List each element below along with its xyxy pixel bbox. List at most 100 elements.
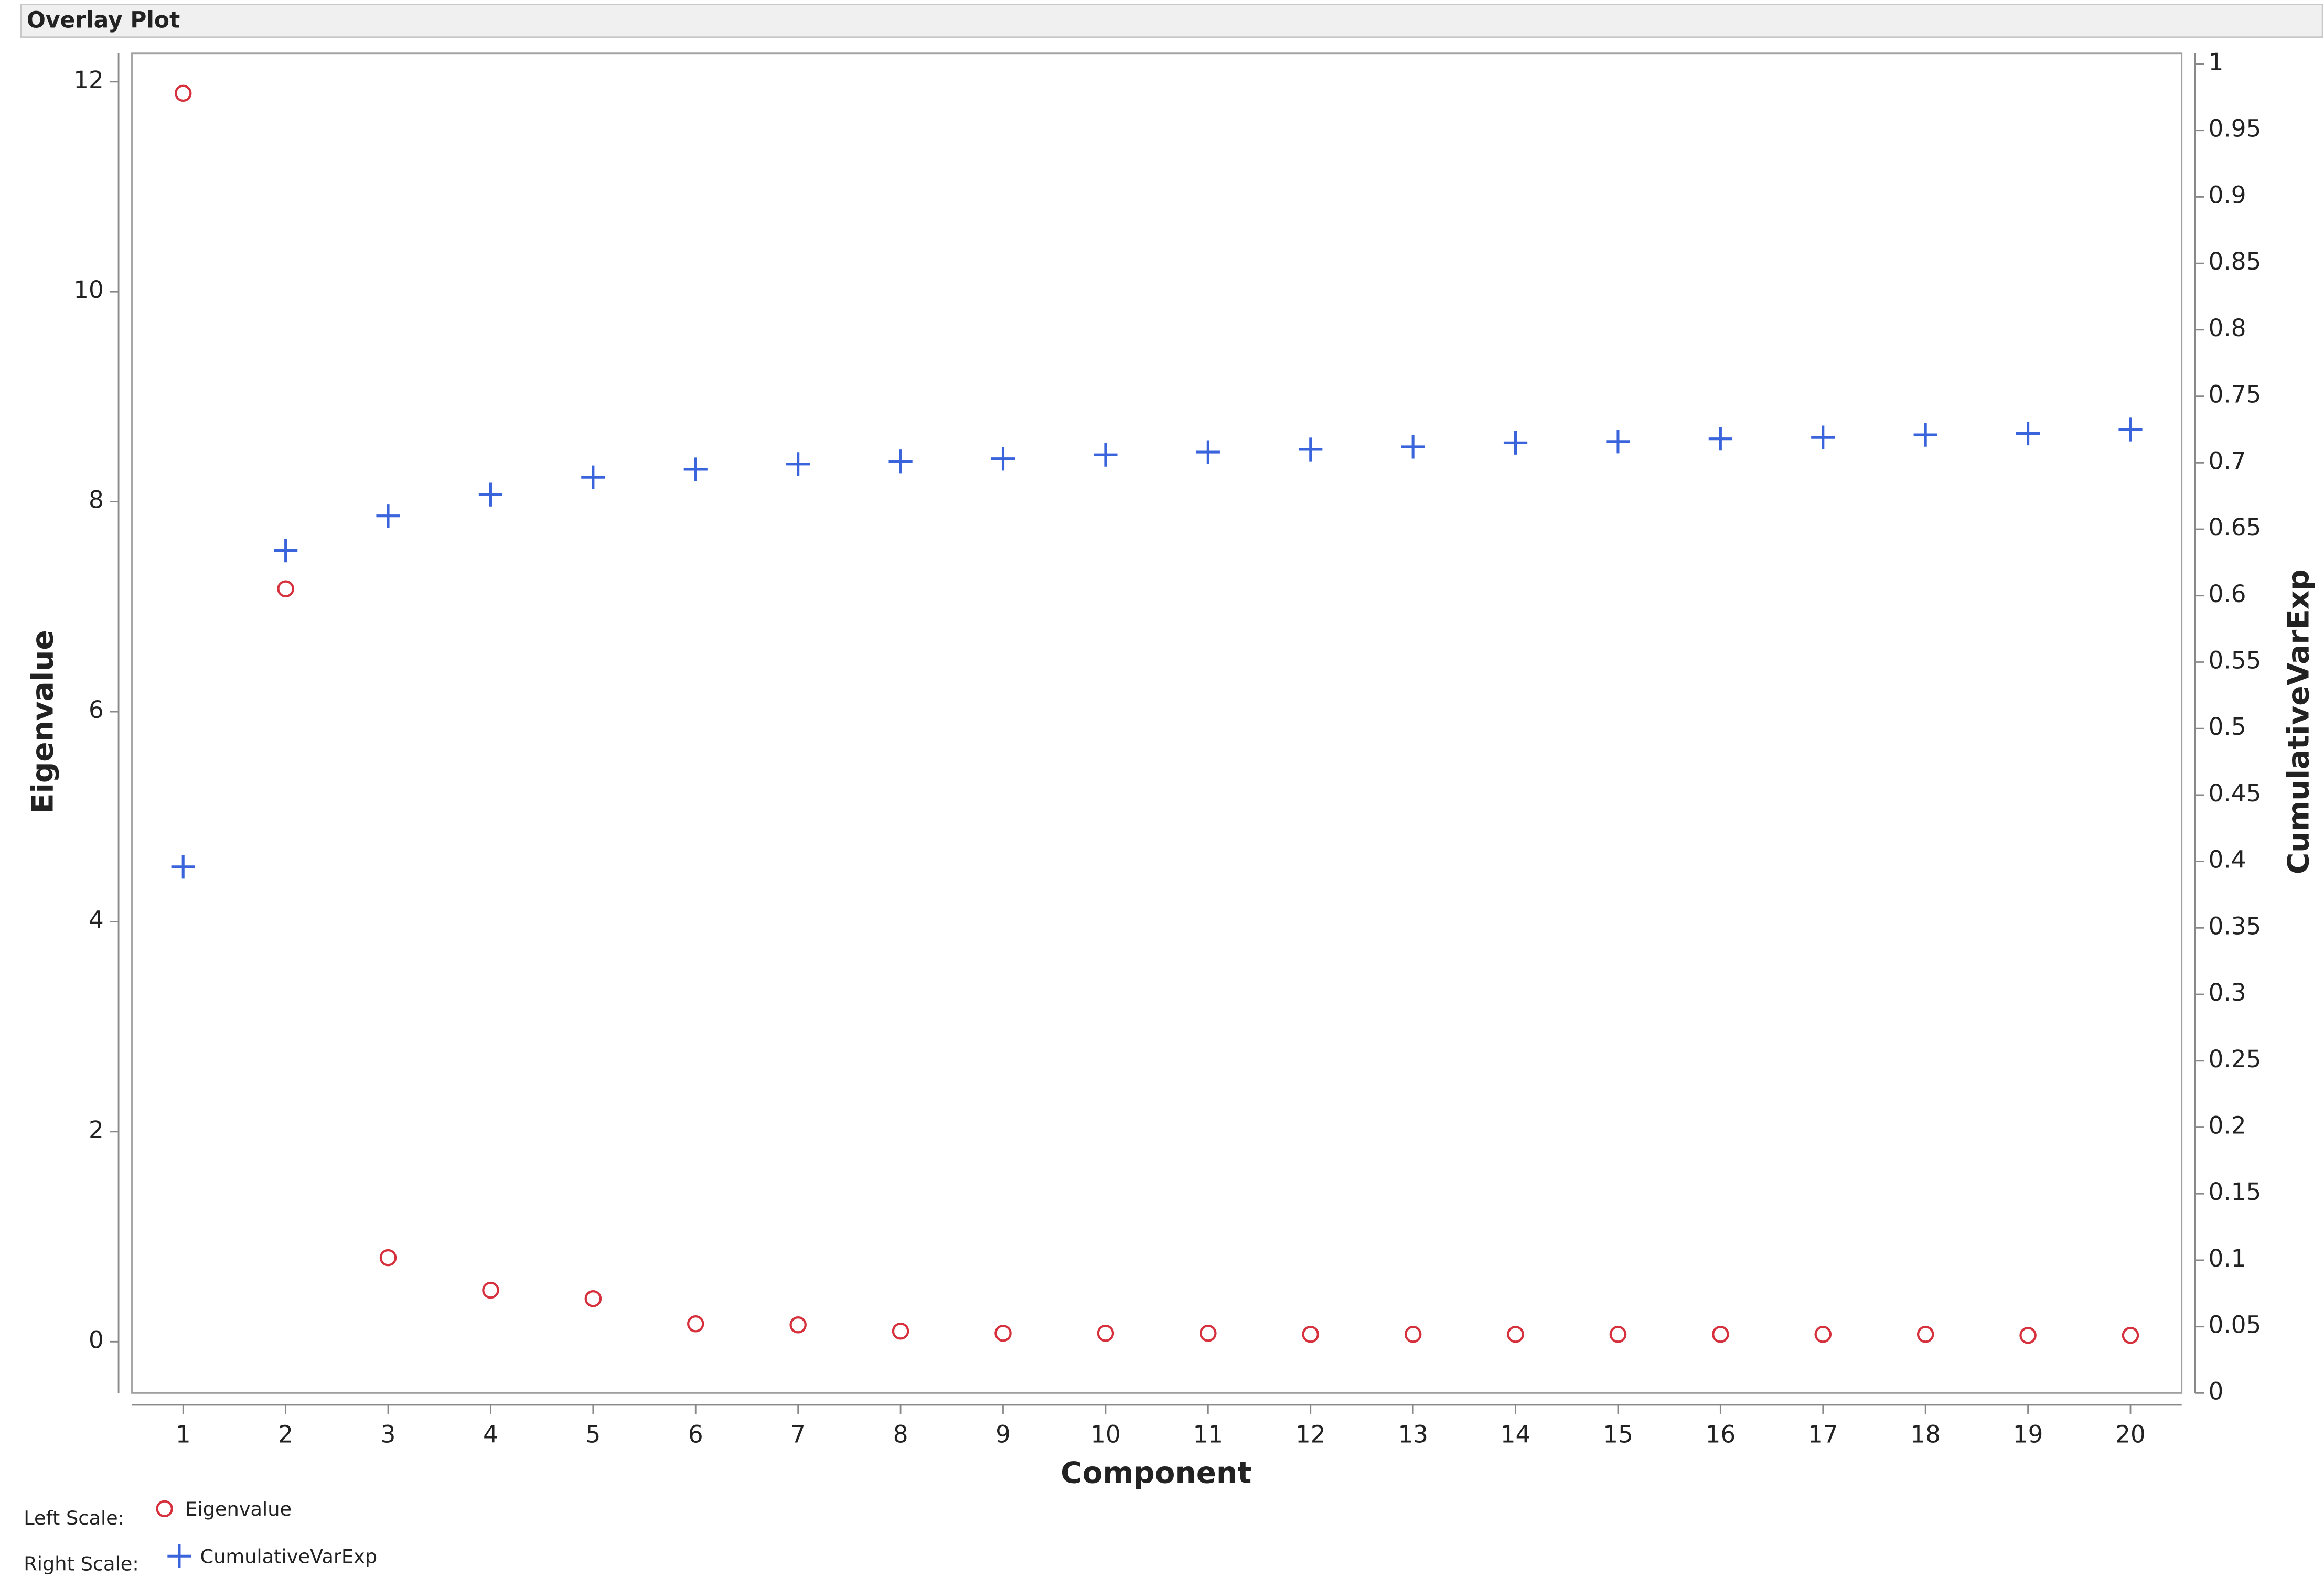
x-tick-label: 2 bbox=[278, 1420, 293, 1448]
point bbox=[274, 538, 298, 563]
point bbox=[789, 1316, 807, 1334]
plot-frame bbox=[131, 52, 2183, 1394]
point bbox=[991, 447, 1015, 471]
point bbox=[1507, 1326, 1524, 1343]
point bbox=[1196, 440, 1220, 464]
x-tick-label: 3 bbox=[381, 1420, 396, 1448]
y2-tick-label: 0.5 bbox=[2209, 713, 2246, 741]
point bbox=[1814, 1326, 1832, 1343]
point bbox=[1712, 1326, 1729, 1343]
y2-tick-label: 0.6 bbox=[2209, 580, 2246, 608]
y2-tick-label: 0.05 bbox=[2209, 1311, 2262, 1339]
y2-tick-label: 0.85 bbox=[2209, 248, 2262, 275]
x-tick-label: 9 bbox=[995, 1420, 1011, 1448]
legend-marker bbox=[156, 1500, 173, 1518]
point bbox=[892, 1323, 909, 1340]
legend-right-label: Right Scale: bbox=[24, 1553, 139, 1575]
x-tick-label: 16 bbox=[1706, 1420, 1736, 1448]
y2-tick-label: 0.7 bbox=[2209, 447, 2246, 475]
header-title: Overlay Plot bbox=[27, 7, 180, 33]
legend-marker bbox=[167, 1544, 191, 1568]
point bbox=[2118, 417, 2143, 442]
point bbox=[1606, 430, 1630, 454]
y2-tick-label: 1 bbox=[2209, 48, 2224, 76]
x-tick-label: 15 bbox=[1603, 1420, 1633, 1448]
y-tick-label: 8 bbox=[89, 486, 104, 514]
y-tick-label: 0 bbox=[89, 1326, 104, 1354]
y2-axis-title: CumulativeVarExp bbox=[2282, 569, 2316, 874]
point bbox=[888, 449, 913, 474]
legend-label: Eigenvalue bbox=[185, 1498, 292, 1520]
point bbox=[2019, 1327, 2037, 1344]
x-tick-label: 14 bbox=[1501, 1420, 1531, 1448]
point bbox=[1097, 1325, 1115, 1342]
x-tick-label: 13 bbox=[1398, 1420, 1428, 1448]
y2-tick-label: 0.65 bbox=[2209, 513, 2262, 541]
y2-tick-label: 0 bbox=[2209, 1377, 2224, 1405]
x-tick-label: 11 bbox=[1193, 1420, 1224, 1448]
x-tick-label: 19 bbox=[2013, 1420, 2043, 1448]
x-tick-label: 4 bbox=[483, 1420, 498, 1448]
point bbox=[1609, 1326, 1627, 1343]
y2-tick-label: 0.9 bbox=[2209, 181, 2246, 209]
point bbox=[2016, 421, 2040, 446]
point bbox=[2122, 1327, 2139, 1344]
point bbox=[1302, 1326, 1319, 1343]
x-axis-title: Component bbox=[1061, 1456, 1251, 1490]
y-tick-label: 2 bbox=[89, 1116, 104, 1144]
y2-tick-label: 0.45 bbox=[2209, 779, 2262, 807]
x-tick-label: 7 bbox=[790, 1420, 806, 1448]
x-tick-label: 8 bbox=[893, 1420, 908, 1448]
y2-tick-label: 0.3 bbox=[2209, 979, 2246, 1006]
legend-label: CumulativeVarExp bbox=[200, 1546, 377, 1568]
y-axis-title: Eigenvalue bbox=[26, 630, 60, 813]
y-tick-label: 10 bbox=[73, 276, 104, 304]
y2-tick-label: 0.2 bbox=[2209, 1112, 2246, 1140]
point bbox=[379, 1249, 397, 1267]
y2-tick-label: 0.4 bbox=[2209, 846, 2246, 874]
legend-left-label: Left Scale: bbox=[24, 1507, 124, 1529]
point bbox=[482, 1281, 499, 1299]
y-tick-label: 6 bbox=[89, 696, 104, 724]
point bbox=[1916, 1326, 1934, 1343]
y2-tick-label: 0.75 bbox=[2209, 381, 2262, 409]
x-tick-label: 17 bbox=[1808, 1420, 1838, 1448]
y2-tick-label: 0.95 bbox=[2209, 115, 2262, 143]
point bbox=[1503, 431, 1528, 455]
point bbox=[376, 504, 400, 528]
point bbox=[277, 580, 294, 598]
y2-tick-label: 0.1 bbox=[2209, 1244, 2246, 1272]
point bbox=[174, 84, 192, 102]
header-bar[interactable] bbox=[20, 4, 2323, 38]
point bbox=[1200, 1325, 1217, 1342]
point bbox=[994, 1325, 1012, 1342]
y-tick-label: 4 bbox=[89, 906, 104, 934]
point bbox=[786, 452, 810, 476]
point bbox=[1299, 437, 1323, 462]
point bbox=[581, 465, 605, 489]
point bbox=[478, 482, 503, 507]
point bbox=[1401, 435, 1425, 459]
x-tick-label: 20 bbox=[2115, 1420, 2146, 1448]
point bbox=[1913, 423, 1937, 447]
y2-tick-label: 0.25 bbox=[2209, 1045, 2262, 1073]
y2-tick-label: 0.15 bbox=[2209, 1178, 2262, 1206]
point bbox=[1811, 425, 1835, 449]
x-tick-label: 12 bbox=[1295, 1420, 1326, 1448]
point bbox=[1404, 1326, 1422, 1343]
y2-tick-label: 0.8 bbox=[2209, 314, 2246, 342]
point bbox=[171, 855, 195, 879]
point bbox=[1708, 427, 1732, 451]
point bbox=[1094, 443, 1118, 467]
point bbox=[687, 1315, 704, 1333]
x-tick-label: 5 bbox=[585, 1420, 601, 1448]
x-tick-label: 6 bbox=[688, 1420, 703, 1448]
y2-tick-label: 0.55 bbox=[2209, 646, 2262, 674]
x-tick-label: 1 bbox=[176, 1420, 191, 1448]
point bbox=[584, 1290, 602, 1307]
x-tick-label: 10 bbox=[1090, 1420, 1121, 1448]
y-tick-label: 12 bbox=[73, 66, 104, 94]
x-tick-label: 18 bbox=[1910, 1420, 1941, 1448]
